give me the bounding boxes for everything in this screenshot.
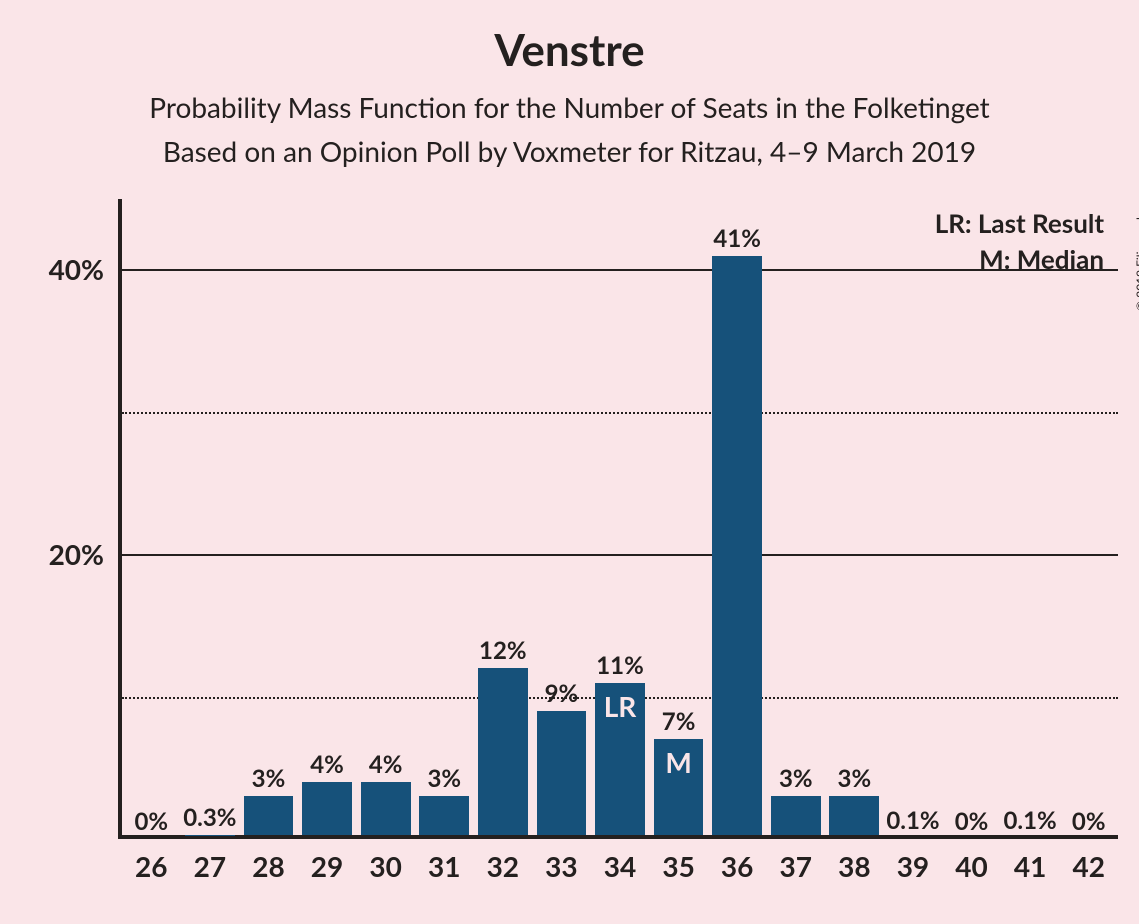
bar-inner-label: LR bbox=[595, 689, 645, 723]
legend-m: M: Median bbox=[979, 243, 1104, 275]
bar-value-label: 3% bbox=[404, 764, 484, 793]
chart-title: Venstre bbox=[0, 0, 1139, 76]
x-tick-label: 36 bbox=[707, 849, 767, 883]
bar bbox=[361, 782, 411, 835]
x-tick-label: 41 bbox=[1000, 849, 1060, 883]
legend-lr: LR: Last Result bbox=[935, 207, 1104, 239]
bar-value-label: 12% bbox=[463, 636, 543, 665]
bar bbox=[302, 782, 352, 835]
bar-value-label: 3% bbox=[814, 764, 894, 793]
bar bbox=[771, 796, 821, 835]
bar bbox=[537, 711, 587, 835]
copyright-text: © 2019 Filip van Laenen bbox=[1133, 182, 1139, 311]
x-tick-label: 32 bbox=[473, 849, 533, 883]
bar: M bbox=[654, 739, 704, 835]
plot-area: 20%40%LR: Last ResultM: Median0%260.3%27… bbox=[118, 199, 1118, 839]
x-tick-label: 26 bbox=[121, 849, 181, 883]
x-tick-label: 39 bbox=[883, 849, 943, 883]
bar bbox=[712, 256, 762, 835]
x-tick-label: 31 bbox=[414, 849, 474, 883]
x-tick-label: 35 bbox=[649, 849, 709, 883]
x-tick-label: 29 bbox=[297, 849, 357, 883]
x-tick-label: 40 bbox=[942, 849, 1002, 883]
x-tick-label: 28 bbox=[238, 849, 298, 883]
y-axis bbox=[118, 199, 122, 839]
bar-value-label: 11% bbox=[580, 651, 660, 680]
x-tick-label: 33 bbox=[531, 849, 591, 883]
chart-subtitle-2: Based on an Opinion Poll by Voxmeter for… bbox=[0, 134, 1139, 168]
x-tick-label: 38 bbox=[824, 849, 884, 883]
gridline-major bbox=[122, 554, 1118, 556]
y-tick-label: 20% bbox=[14, 537, 104, 571]
bar-value-label: 41% bbox=[697, 224, 777, 253]
x-tick-label: 27 bbox=[180, 849, 240, 883]
bar-value-label: 0.3% bbox=[170, 803, 250, 832]
x-tick-label: 34 bbox=[590, 849, 650, 883]
bar-value-label: 0% bbox=[1049, 807, 1129, 836]
bar: LR bbox=[595, 683, 645, 835]
y-tick-label: 40% bbox=[14, 252, 104, 286]
gridline-major bbox=[122, 269, 1118, 271]
bar-value-label: 9% bbox=[521, 679, 601, 708]
bar bbox=[478, 668, 528, 835]
x-tick-label: 37 bbox=[766, 849, 826, 883]
bar bbox=[419, 796, 469, 835]
bar-value-label: 7% bbox=[639, 707, 719, 736]
bar bbox=[829, 796, 879, 835]
bar bbox=[244, 796, 294, 835]
bar-inner-label: M bbox=[654, 745, 704, 779]
x-tick-label: 30 bbox=[356, 849, 416, 883]
gridline-minor bbox=[122, 412, 1118, 414]
chart-subtitle-1: Probability Mass Function for the Number… bbox=[0, 90, 1139, 124]
x-tick-label: 42 bbox=[1059, 849, 1119, 883]
